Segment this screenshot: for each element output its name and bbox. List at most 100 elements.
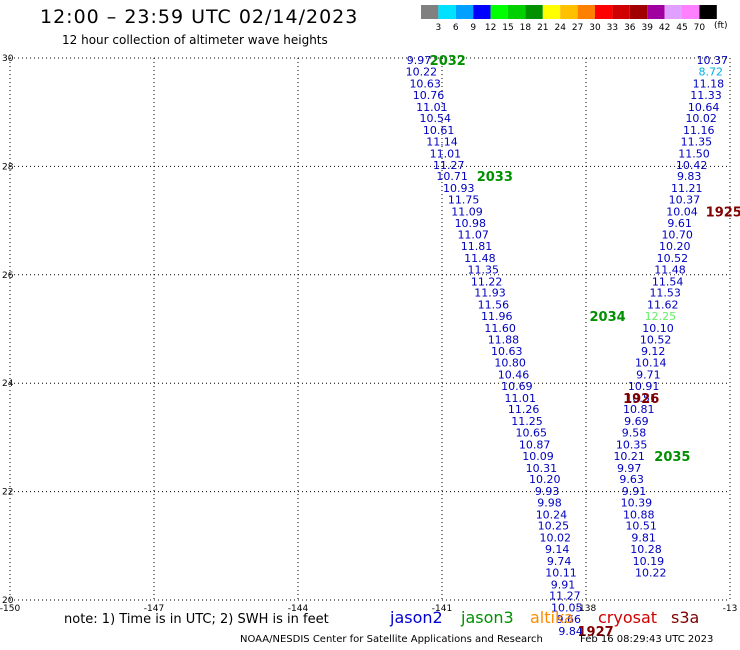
wave-height-point: 10.91 bbox=[628, 380, 660, 393]
wave-height-point: 9.14 bbox=[545, 543, 570, 556]
wave-height-point: 9.81 bbox=[631, 532, 656, 545]
colorbar-swatch bbox=[438, 5, 456, 19]
wave-height-point: 9.97 bbox=[407, 54, 432, 67]
wave-height-point: 9.83 bbox=[677, 170, 702, 183]
colorbar-label: 30 bbox=[589, 23, 601, 33]
wave-height-point: 10.02 bbox=[540, 532, 572, 545]
wave-height-point: 9.74 bbox=[547, 555, 572, 568]
satellite-jason3: jason3 bbox=[461, 608, 514, 627]
colorbar-swatch bbox=[664, 5, 682, 19]
wave-height-point: 10.88 bbox=[623, 508, 655, 521]
x-tick-label: -141 bbox=[432, 604, 452, 614]
wave-height-point: 10.21 bbox=[613, 450, 645, 463]
wave-height-point: 11.96 bbox=[481, 310, 513, 323]
wave-height-point: 10.35 bbox=[616, 438, 648, 451]
colorbar-label: 39 bbox=[641, 23, 653, 33]
wave-height-point: 11.35 bbox=[681, 135, 713, 148]
footer-credit: NOAA/NESDIS Center for Satellite Applica… bbox=[240, 634, 543, 645]
wave-height-point: 10.52 bbox=[657, 252, 689, 265]
wave-height-point: 10.87 bbox=[519, 438, 551, 451]
wave-height-point: 9.91 bbox=[622, 485, 647, 498]
wave-height-point: 10.46 bbox=[498, 369, 530, 382]
pass-time-label: 1926 bbox=[623, 392, 659, 407]
colorbar-unit: (ft) bbox=[714, 21, 728, 31]
wave-height-point: 9.91 bbox=[551, 578, 576, 591]
colorbar-label: 18 bbox=[520, 23, 532, 33]
tick-labels: -150 -147 -144 -141 -138 -13 20 22 24 26 28 30 bbox=[0, 54, 737, 614]
colorbar-label: 42 bbox=[659, 23, 670, 33]
wave-height-point: 10.69 bbox=[501, 380, 533, 393]
grid-layer bbox=[9, 57, 731, 601]
wave-height-point: 11.25 bbox=[511, 415, 543, 428]
y-tick-label: 26 bbox=[2, 271, 14, 281]
wave-height-point: 11.21 bbox=[671, 182, 703, 195]
wave-height-point: 11.50 bbox=[678, 147, 710, 160]
wave-height-point: 9.63 bbox=[619, 473, 644, 486]
satellite-s3a: s3a bbox=[671, 608, 700, 627]
wave-height-point: 11.62 bbox=[647, 299, 679, 312]
wave-height-point: 10.37 bbox=[696, 54, 728, 67]
wave-height-point: 11.53 bbox=[649, 287, 681, 300]
wave-height-point: 10.31 bbox=[526, 462, 558, 475]
colorbar-swatch bbox=[542, 5, 561, 19]
wave-height-point: 10.09 bbox=[522, 450, 554, 463]
colorbar-swatch bbox=[421, 5, 439, 19]
colorbar-label: 70 bbox=[694, 23, 706, 33]
wave-height-point: 9.61 bbox=[667, 217, 692, 230]
wave-height-point: 11.88 bbox=[488, 333, 520, 346]
colorbar-swatch bbox=[455, 5, 474, 19]
satellite-cryosat: cryosat bbox=[598, 608, 658, 627]
wave-height-point: 10.51 bbox=[625, 520, 657, 533]
wave-height-point: 10.71 bbox=[436, 170, 468, 183]
pass-time-label: 1927 bbox=[578, 625, 614, 640]
colorbar-swatch bbox=[560, 5, 578, 19]
wave-height-point: 11.14 bbox=[426, 135, 458, 148]
wave-height-point: 11.27 bbox=[549, 590, 581, 603]
colorbar-swatch bbox=[525, 5, 543, 19]
wave-height-point: 11.01 bbox=[416, 101, 448, 114]
colorbar-swatch bbox=[647, 5, 665, 19]
wave-height-point: 11.22 bbox=[471, 275, 503, 288]
wave-height-point: 10.02 bbox=[685, 112, 717, 125]
colorbar-swatch bbox=[490, 5, 508, 19]
pass-time-label: 2035 bbox=[654, 450, 690, 465]
colorbar-swatch bbox=[595, 5, 613, 19]
y-tick-label: 20 bbox=[2, 596, 14, 606]
colorbar-label: 15 bbox=[502, 23, 513, 33]
wave-height-point: 11.81 bbox=[461, 240, 493, 253]
wave-height-point: 9.97 bbox=[617, 462, 642, 475]
colorbar-label: 9 bbox=[470, 23, 476, 33]
y-tick-label: 24 bbox=[2, 379, 14, 389]
wave-height-point: 10.28 bbox=[630, 543, 662, 556]
x-tick-label: -13 bbox=[723, 604, 738, 614]
wave-height-point: 11.01 bbox=[504, 392, 536, 405]
wave-height-point: 10.14 bbox=[635, 357, 667, 370]
wave-height-point: 11.09 bbox=[451, 205, 483, 218]
wave-height-point: 10.76 bbox=[413, 89, 445, 102]
wave-height-point: 10.10 bbox=[642, 322, 674, 335]
colorbar-label: 45 bbox=[676, 23, 687, 33]
wave-height-point: 9.66 bbox=[556, 613, 581, 626]
footer-timestamp: Feb 16 08:29:43 UTC 2023 bbox=[580, 634, 714, 645]
wave-height-point: 9.71 bbox=[636, 369, 661, 382]
wave-height-point: 11.54 bbox=[652, 275, 684, 288]
colorbar-label: 6 bbox=[453, 23, 459, 33]
wave-height-point: 10.61 bbox=[423, 124, 455, 137]
wave-height-point: 10.70 bbox=[661, 229, 693, 242]
y-tick-label: 30 bbox=[2, 54, 14, 64]
wave-height-point: 10.20 bbox=[529, 473, 561, 486]
y-tick-label: 22 bbox=[2, 488, 13, 498]
colorbar-label: 12 bbox=[485, 23, 496, 33]
wave-height-point: 10.37 bbox=[669, 193, 701, 206]
wave-height-point: 10.20 bbox=[659, 240, 691, 253]
wave-height-point: 10.51 bbox=[625, 392, 657, 405]
wave-height-point: 10.54 bbox=[420, 112, 452, 125]
x-tick-label: -138 bbox=[576, 604, 597, 614]
wave-height-point: 9.93 bbox=[535, 485, 560, 498]
colorbar-label: 21 bbox=[537, 23, 548, 33]
wave-height-point: 10.04 bbox=[666, 205, 698, 218]
wave-height-point: 11.48 bbox=[464, 252, 496, 265]
chart-subtitle: 12 hour collection of altimeter wave hei… bbox=[62, 33, 328, 47]
wave-height-point: 11.35 bbox=[468, 263, 500, 276]
